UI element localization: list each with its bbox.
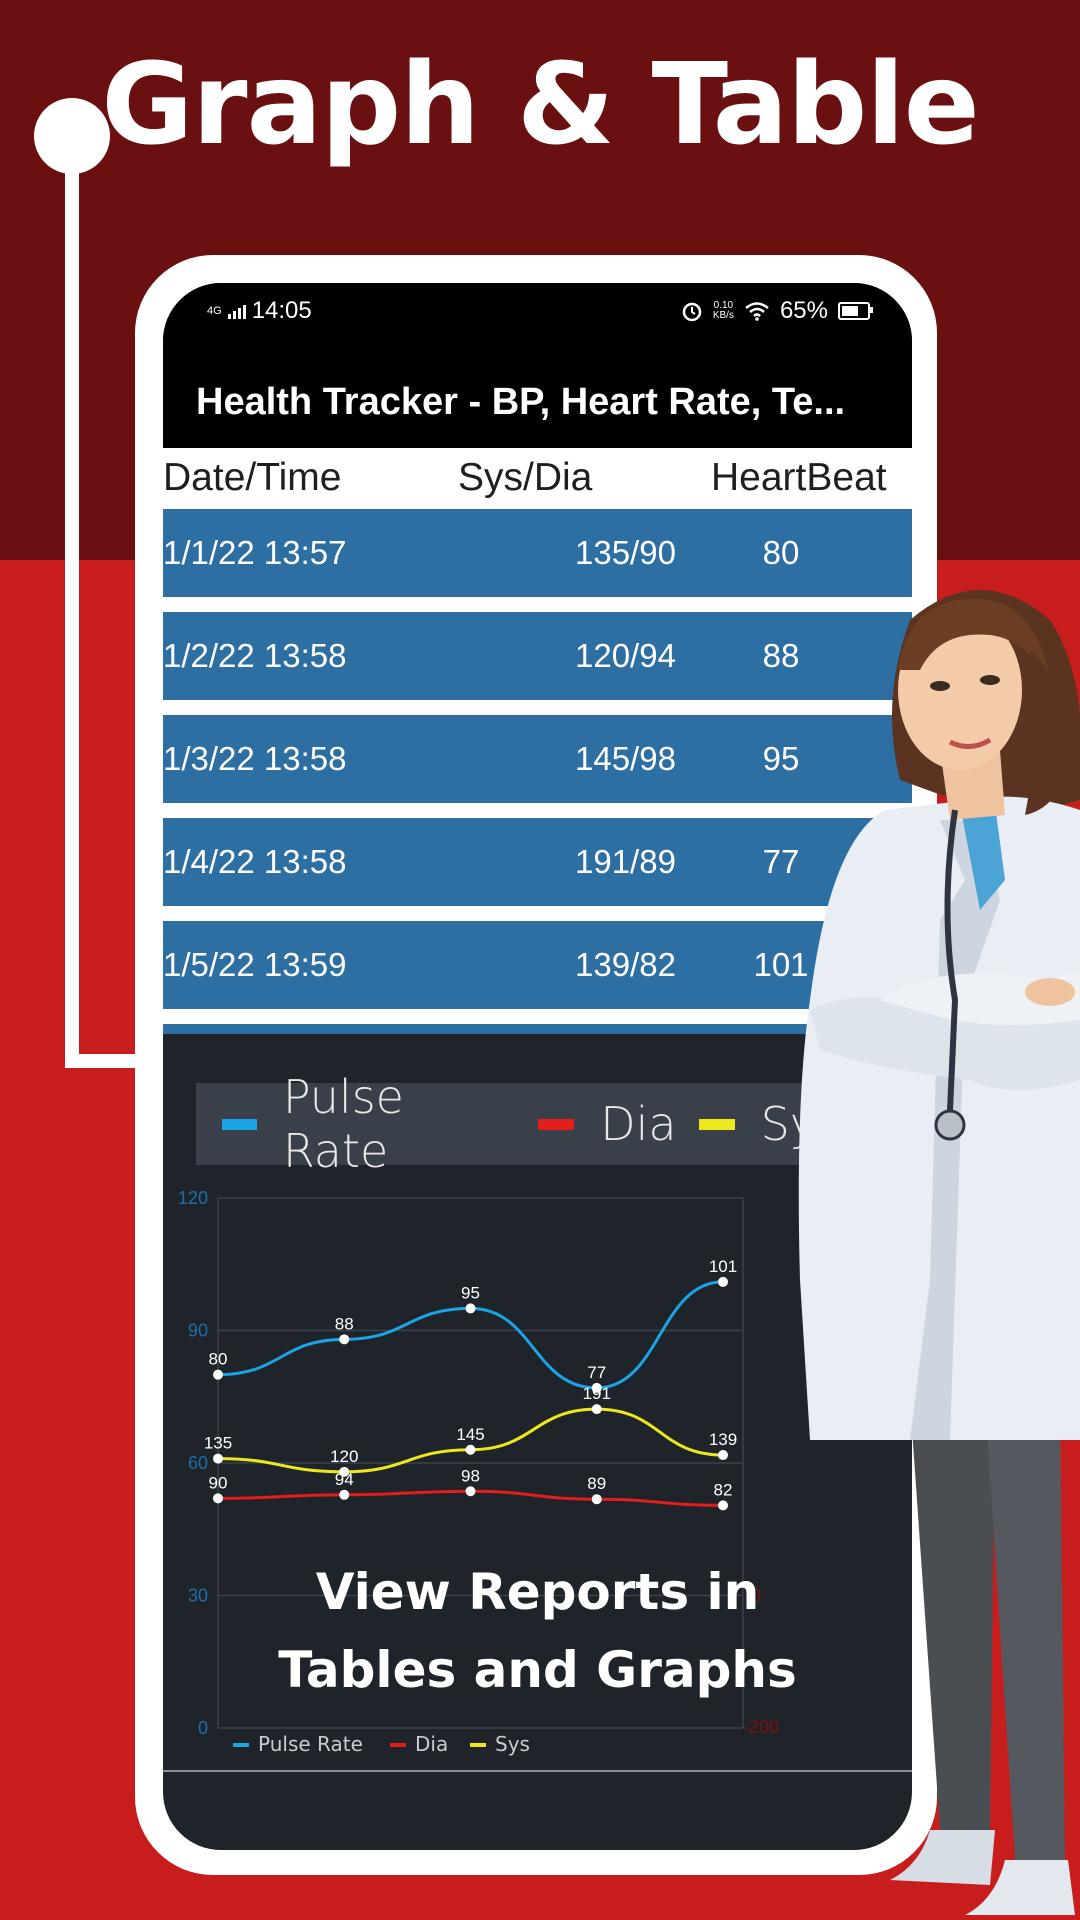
- data-label: 94: [335, 1470, 354, 1489]
- legend-swatch-icon: [233, 1743, 249, 1747]
- table-row-partial: [163, 1024, 912, 1034]
- cell-date: 1/1/22 13:57: [163, 534, 347, 571]
- cell-heartbeat: 77: [762, 843, 800, 880]
- promo-headline: Graph & Table: [101, 40, 979, 170]
- cell-date: 1/3/22 13:58: [163, 740, 347, 777]
- y-tick-label: 30: [188, 1586, 208, 1606]
- data-label: 135: [204, 1434, 232, 1453]
- data-point: [213, 1493, 223, 1504]
- table-row[interactable]: 1/3/22 13:58 145/98 95: [163, 715, 912, 803]
- battery-percent: 65%: [779, 297, 828, 324]
- data-label: 82: [714, 1480, 733, 1499]
- y-tick-label: 60: [188, 1453, 208, 1473]
- right-tick-label: -200: [743, 1717, 779, 1737]
- legend-label: Sys: [495, 1732, 530, 1756]
- data-point: [718, 1450, 728, 1461]
- header-heartbeat: HeartBeat: [711, 456, 887, 499]
- chart-legend: Pulse Rate Dia Sys: [196, 1070, 863, 1178]
- data-point: [465, 1444, 476, 1455]
- data-label: 88: [335, 1314, 354, 1333]
- signal-icon: [227, 303, 246, 319]
- legend-label: Dia: [415, 1732, 448, 1756]
- y-tick-label: 120: [178, 1188, 208, 1208]
- data-point: [339, 1466, 350, 1477]
- data-point: [591, 1382, 602, 1393]
- data-label: 120: [330, 1447, 358, 1466]
- pulse-swatch-icon: [222, 1118, 257, 1130]
- status-time: 14:05: [251, 297, 312, 324]
- table-row[interactable]: 1/1/22 13:57 135/90 80: [163, 509, 912, 597]
- legend-swatch-icon: [470, 1743, 486, 1747]
- data-point: [213, 1369, 223, 1380]
- cell-sys-dia: 135/90: [575, 534, 676, 571]
- right-tick-label: 0: [751, 1586, 761, 1606]
- data-label: 191: [583, 1384, 611, 1403]
- app-bar: Health Tracker - BP, Heart Rate, Te...: [163, 343, 912, 448]
- cell-sys-dia: 120/94: [575, 637, 676, 674]
- cell-date: 1/5/22 13:59: [163, 946, 347, 983]
- data-point: [718, 1500, 728, 1511]
- table-row[interactable]: 1/4/22 13:58 191/89 77: [163, 818, 912, 906]
- promo-caption: View Reports in Tables and Graphs: [278, 1563, 797, 1699]
- legend-swatch-icon: [390, 1743, 406, 1747]
- data-label: 139: [709, 1430, 737, 1449]
- data-label: 98: [461, 1466, 480, 1485]
- phone-screen: 4G 14:05 0.10 KB/s 65%: [163, 283, 912, 1850]
- data-point: [213, 1453, 223, 1464]
- data-label: 80: [209, 1350, 228, 1369]
- cell-heartbeat: 80: [762, 534, 800, 571]
- battery-icon: [838, 302, 873, 320]
- legend-label: Pulse Rate: [258, 1732, 363, 1756]
- alarm-icon: [682, 302, 702, 322]
- data-point: [591, 1404, 602, 1415]
- header-sys-dia: Sys/Dia: [458, 456, 593, 499]
- data-label: 89: [587, 1474, 606, 1493]
- data-point: [339, 1489, 350, 1500]
- data-label: 101: [709, 1257, 737, 1276]
- table-row[interactable]: 1/2/22 13:58 120/94 88: [163, 612, 912, 700]
- legend-item-dia[interactable]: Dia: [538, 1097, 677, 1151]
- dia-swatch-icon: [538, 1118, 575, 1130]
- connector-line: [65, 160, 79, 1068]
- data-point: [465, 1486, 476, 1497]
- data-point: [591, 1494, 602, 1505]
- divider: [163, 1770, 912, 1772]
- cell-heartbeat: 101: [753, 946, 809, 983]
- cell-date: 1/2/22 13:58: [163, 637, 347, 674]
- data-point: [718, 1276, 728, 1287]
- wifi-icon: [745, 302, 769, 321]
- status-bar: 4G 14:05 0.10 KB/s 65%: [163, 283, 912, 343]
- cell-heartbeat: 88: [762, 637, 800, 674]
- table-header: Date/Time Sys/Dia HeartBeat: [163, 448, 912, 512]
- y-tick-label: 90: [188, 1321, 208, 1341]
- legend-item-pulse[interactable]: Pulse Rate: [222, 1070, 516, 1178]
- doctor-illustration: [798, 590, 1080, 1915]
- cell-date: 1/4/22 13:58: [163, 843, 347, 880]
- network-speed: 0.10 KB/s: [712, 300, 734, 321]
- sys-swatch-icon: [698, 1118, 735, 1130]
- data-point: [339, 1334, 350, 1345]
- data-label: 145: [456, 1425, 484, 1444]
- readings-table: Date/Time Sys/Dia HeartBeat 1/1/22 13:57…: [163, 448, 912, 1034]
- data-label: 95: [461, 1283, 480, 1302]
- header-date: Date/Time: [163, 456, 342, 499]
- series-line-pulse-rate: [217, 1280, 724, 1390]
- y-tick-label: 0: [198, 1718, 208, 1738]
- app-title: Health Tracker - BP, Heart Rate, Te...: [196, 381, 846, 423]
- data-label: 90: [209, 1473, 228, 1492]
- data-label: 77: [587, 1363, 606, 1382]
- cell-sys-dia: 139/82: [575, 946, 676, 983]
- table-row[interactable]: 1/5/22 13:59 139/82 101: [163, 921, 912, 1009]
- cell-heartbeat: 95: [762, 740, 800, 777]
- data-point: [465, 1303, 476, 1314]
- network-type: 4G: [207, 304, 222, 317]
- cell-sys-dia: 191/89: [575, 843, 676, 880]
- cell-sys-dia: 145/98: [575, 740, 676, 777]
